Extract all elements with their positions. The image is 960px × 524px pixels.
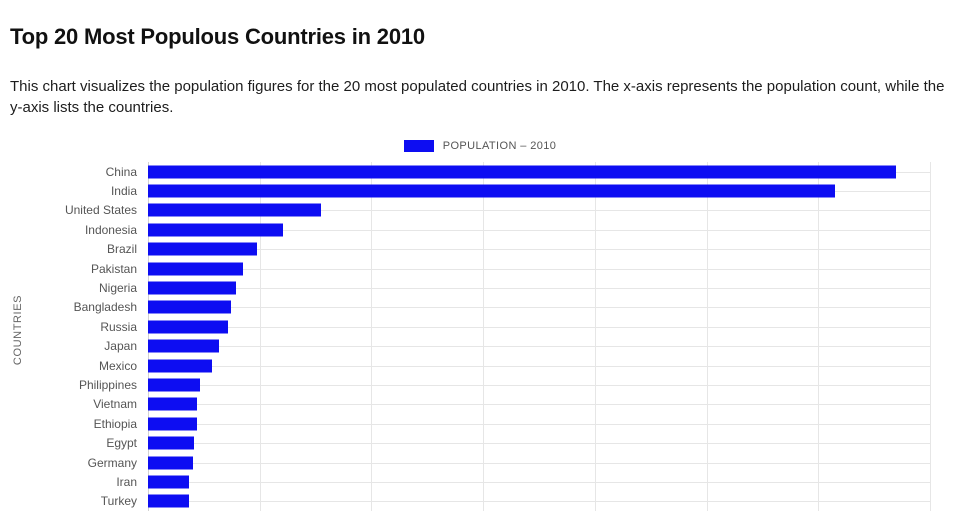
page-title: Top 20 Most Populous Countries in 2010	[10, 24, 425, 49]
population-bar	[148, 494, 189, 508]
category-label: Ethiopia	[93, 416, 137, 431]
chart-legend[interactable]: POPULATION – 2010	[0, 140, 960, 152]
population-bar	[148, 223, 284, 237]
bar-track	[148, 472, 930, 491]
bar-track	[148, 181, 930, 200]
category-label: Iran	[116, 474, 137, 489]
chart-row: Pakistan	[0, 259, 930, 278]
chart-row: Japan	[0, 337, 930, 356]
chart-row: Germany	[0, 453, 930, 472]
chart-row: Russia	[0, 317, 930, 336]
population-bar	[148, 397, 197, 411]
population-bar	[148, 456, 194, 470]
bar-track	[148, 162, 930, 181]
category-label: Bangladesh	[73, 300, 137, 315]
chart-rows: China India United States Indonesia Brazil Pa…	[0, 162, 930, 511]
legend-label: POPULATION – 2010	[442, 140, 557, 152]
population-bar	[148, 300, 231, 314]
category-label: Germany	[87, 455, 137, 470]
bar-track	[148, 278, 930, 297]
chart-row: Brazil	[0, 240, 930, 259]
category-label: Mexico	[98, 358, 137, 373]
population-bar	[148, 281, 237, 295]
chart-row: Egypt	[0, 433, 930, 452]
bar-track	[148, 395, 930, 414]
chart-row: Nigeria	[0, 278, 930, 297]
chart-row: Vietnam	[0, 395, 930, 414]
bar-track	[148, 375, 930, 394]
category-label: Philippines	[78, 377, 137, 392]
bar-track	[148, 414, 930, 433]
bar-track	[148, 433, 930, 452]
population-bar	[148, 184, 836, 198]
population-bar	[148, 262, 243, 276]
category-label: Pakistan	[90, 261, 137, 276]
category-label: Russia	[100, 319, 137, 334]
bar-track	[148, 298, 930, 317]
category-label: Brazil	[106, 242, 137, 257]
chart-row: Iran	[0, 472, 930, 491]
category-label: Nigeria	[98, 281, 137, 296]
chart-row: Ethiopia	[0, 414, 930, 433]
population-bar	[148, 475, 190, 489]
population-bar	[148, 320, 228, 334]
category-label: United States	[64, 203, 137, 218]
population-bar	[148, 417, 197, 431]
bar-chart: China India United States Indonesia Brazil Pa…	[0, 162, 960, 512]
population-bar	[148, 436, 194, 450]
category-label: Vietnam	[93, 397, 137, 412]
bar-track	[148, 453, 930, 472]
category-label: China	[105, 164, 137, 179]
chart-row: Mexico	[0, 356, 930, 375]
population-bar	[148, 378, 200, 392]
bar-track	[148, 220, 930, 239]
chart-row: United States	[0, 201, 930, 220]
chart-row: India	[0, 181, 930, 200]
bar-track	[148, 337, 930, 356]
bar-track	[148, 201, 930, 220]
bar-track	[148, 356, 930, 375]
bar-track	[148, 259, 930, 278]
bar-track	[148, 240, 930, 259]
chart-row: China	[0, 162, 930, 181]
y-axis-title: COUNTRIES	[12, 294, 24, 366]
category-label: Turkey	[100, 494, 137, 509]
chart-row: Philippines	[0, 375, 930, 394]
bar-track	[148, 492, 930, 511]
chart-row: Bangladesh	[0, 298, 930, 317]
bar-track	[148, 317, 930, 336]
gridline	[930, 162, 931, 512]
population-bar	[148, 203, 321, 217]
category-label: Indonesia	[84, 222, 137, 237]
population-bar	[148, 359, 212, 373]
legend-swatch	[403, 140, 434, 152]
category-label: Egypt	[106, 436, 137, 451]
chart-row: Turkey	[0, 492, 930, 511]
population-bar	[148, 242, 257, 256]
chart-row: Indonesia	[0, 220, 930, 239]
page-description: This chart visualizes the population fig…	[10, 78, 945, 116]
population-bar	[148, 339, 220, 353]
population-bar	[148, 165, 897, 179]
category-label: India	[110, 184, 137, 199]
category-label: Japan	[104, 339, 137, 354]
